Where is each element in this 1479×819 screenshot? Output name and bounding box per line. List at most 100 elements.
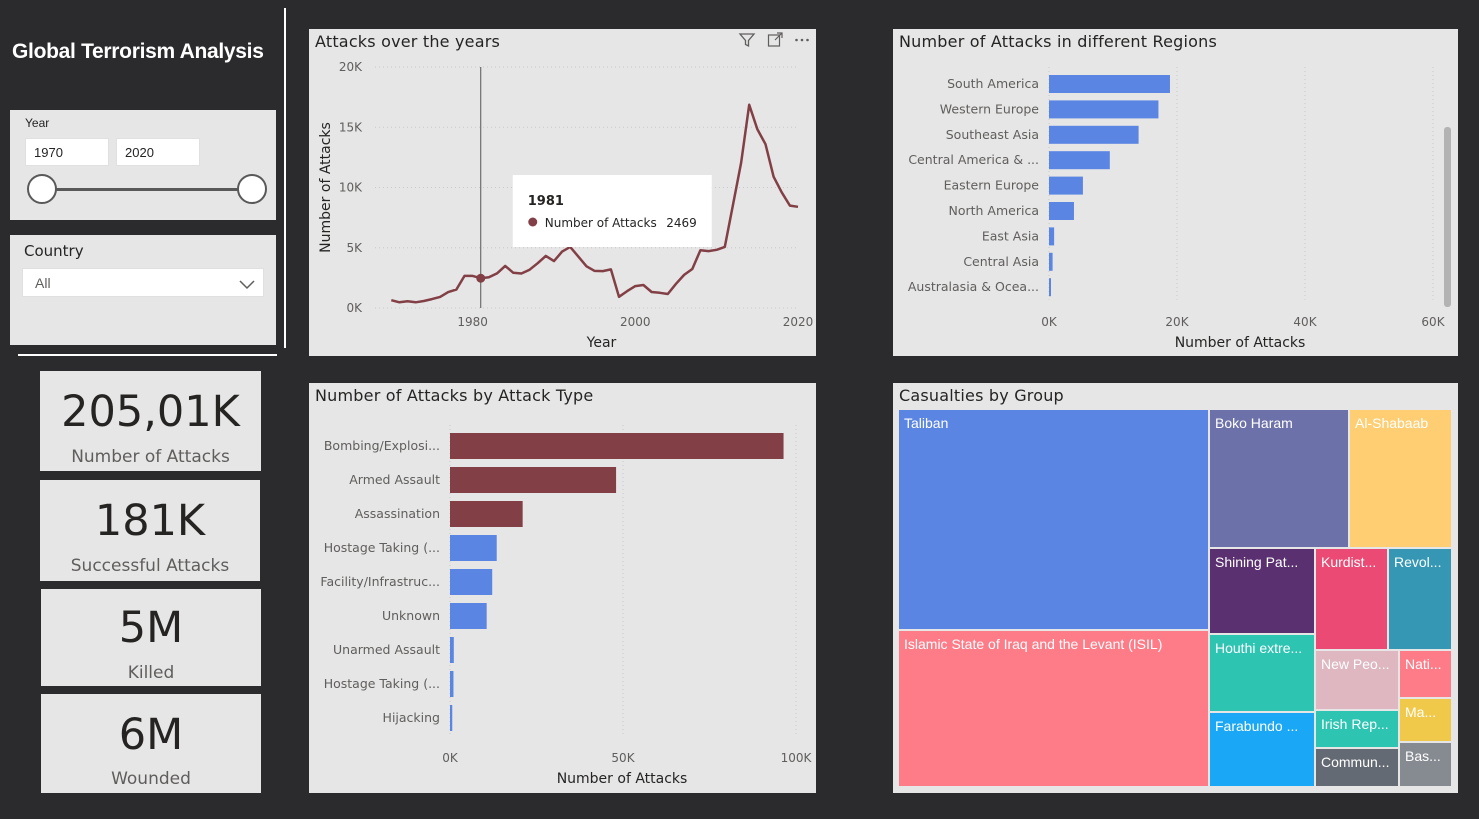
bar[interactable] xyxy=(1049,252,1053,271)
treemap-cell[interactable]: Houthi extre... xyxy=(1210,635,1316,713)
data-point[interactable] xyxy=(476,273,486,283)
treemap-cell[interactable]: Al-Shabaab xyxy=(1350,410,1453,549)
bar[interactable] xyxy=(1049,227,1055,246)
regions-bar-chart[interactable]: 0K 20K 40K 60K South America Western Europe So… xyxy=(893,29,1458,356)
vertical-scrollbar[interactable] xyxy=(1444,127,1451,307)
visual-title: Number of Attacks in different Regions xyxy=(899,32,1218,51)
category-label: Southeast Asia xyxy=(946,127,1039,142)
year-end-input[interactable]: 2020 xyxy=(116,138,200,166)
bar[interactable] xyxy=(1049,176,1083,195)
treemap-cell[interactable]: Revol... xyxy=(1389,549,1453,651)
bar[interactable] xyxy=(450,569,493,595)
vertical-divider xyxy=(284,8,286,348)
category-label: Hijacking xyxy=(383,710,440,725)
category-label: Unarmed Assault xyxy=(333,642,440,657)
card-number-of-attacks: 205,01K Number of Attacks xyxy=(40,371,261,471)
country-slicer: Country All xyxy=(10,235,276,345)
treemap-cell[interactable]: Ma... xyxy=(1400,699,1453,743)
regions-visual[interactable]: Number of Attacks in different Regions 0… xyxy=(893,29,1458,356)
tooltip-series-label: Number of Attacks xyxy=(545,216,657,230)
x-tick-label: 2020 xyxy=(783,315,814,329)
treemap-cell[interactable]: Islamic State of Iraq and the Levant (IS… xyxy=(899,631,1210,788)
series-line[interactable] xyxy=(390,103,799,304)
bar[interactable] xyxy=(450,637,454,663)
category-label: Unknown xyxy=(382,608,440,623)
bar[interactable] xyxy=(1049,75,1170,93)
casualties-visual[interactable]: Casualties by Group Taliban Islamic State… xyxy=(893,383,1458,793)
filter-icon[interactable] xyxy=(736,31,758,53)
bar[interactable] xyxy=(450,433,784,459)
treemap-cell[interactable]: Farabundo ... xyxy=(1210,713,1316,788)
x-axis-title: Number of Attacks xyxy=(1175,335,1306,351)
x-tick-label: 20K xyxy=(1165,315,1189,329)
category-label: Hostage Taking (... xyxy=(324,540,440,555)
year-slicer-label: Year xyxy=(25,116,50,130)
year-start-input[interactable]: 1970 xyxy=(25,138,109,166)
category-label: Armed Assault xyxy=(349,472,440,487)
x-axis-title: Number of Attacks xyxy=(557,771,688,787)
treemap-cell[interactable]: Commun... xyxy=(1316,749,1400,788)
category-label: Western Europe xyxy=(940,101,1040,116)
country-dropdown[interactable]: All xyxy=(22,268,264,297)
treemap-cell[interactable]: Kurdist... xyxy=(1316,549,1389,651)
y-tick-label: 5K xyxy=(346,241,363,255)
bar[interactable] xyxy=(450,535,497,561)
bar[interactable] xyxy=(1049,278,1051,297)
y-tick-label: 20K xyxy=(339,60,363,74)
card-label: Number of Attacks xyxy=(71,447,230,467)
bar[interactable] xyxy=(1049,100,1159,119)
category-label: Central Asia xyxy=(963,254,1039,269)
attack-type-visual[interactable]: Number of Attacks by Attack Type 0K 50K 10… xyxy=(309,383,816,793)
category-label: Assassination xyxy=(355,506,440,521)
bar[interactable] xyxy=(450,603,487,629)
card-value: 181K xyxy=(94,496,206,546)
category-label: Australasia & Ocea... xyxy=(908,279,1039,294)
treemap-cell[interactable]: Bas... xyxy=(1400,743,1453,788)
year-slider-end-handle[interactable] xyxy=(237,174,267,204)
year-slicer: Year 1970 2020 xyxy=(10,110,276,220)
category-label: Eastern Europe xyxy=(944,178,1040,193)
attacks-over-years-visual[interactable]: Attacks over the years 0K 5K 10K 15K 20K 1980… xyxy=(309,29,816,356)
category-label: Hostage Taking (... xyxy=(324,676,440,691)
x-tick-label: 0K xyxy=(442,751,459,765)
chevron-down-icon xyxy=(239,277,255,293)
attack-type-bar-chart[interactable]: 0K 50K 100K Bombing/Explosi... Armed Assault… xyxy=(309,383,816,793)
treemap-cell[interactable]: Taliban xyxy=(899,410,1210,631)
treemap-cell[interactable]: Irish Rep... xyxy=(1316,711,1400,749)
card-value: 205,01K xyxy=(61,387,240,437)
card-wounded: 6M Wounded xyxy=(41,694,261,793)
more-options-icon[interactable] xyxy=(791,31,813,53)
treemap-cell[interactable]: Shining Pat... xyxy=(1210,549,1316,635)
tooltip-year: 1981 xyxy=(528,194,564,209)
bar[interactable] xyxy=(1049,125,1139,144)
bar[interactable] xyxy=(450,467,617,493)
bar[interactable] xyxy=(450,501,523,527)
visual-title: Casualties by Group xyxy=(899,386,1064,405)
card-label: Wounded xyxy=(111,769,191,789)
treemap-cell[interactable]: New Peo... xyxy=(1316,651,1400,711)
bar[interactable] xyxy=(450,671,454,697)
card-value: 5M xyxy=(118,603,184,653)
category-label: Facility/Infrastruc... xyxy=(320,574,440,589)
x-axis-title: Year xyxy=(586,335,617,351)
year-slider-start-handle[interactable] xyxy=(27,174,57,204)
treemap-cell[interactable]: Nati... xyxy=(1400,651,1453,699)
bar[interactable] xyxy=(1049,151,1110,170)
card-label: Successful Attacks xyxy=(70,556,230,576)
card-successful-attacks: 181K Successful Attacks xyxy=(40,480,260,581)
category-label: East Asia xyxy=(982,228,1039,243)
treemap-cell[interactable]: Boko Haram xyxy=(1210,410,1350,549)
category-label: North America xyxy=(949,203,1040,218)
category-label: Bombing/Explosi... xyxy=(324,438,440,453)
year-slider-track[interactable] xyxy=(42,188,252,191)
bar[interactable] xyxy=(1049,202,1074,220)
treemap[interactable]: Taliban Islamic State of Iraq and the Lev… xyxy=(899,410,1453,788)
dashboard-title: Global Terrorism Analysis xyxy=(12,40,264,63)
focus-mode-icon[interactable] xyxy=(764,31,786,53)
x-tick-label: 50K xyxy=(611,751,635,765)
bar[interactable] xyxy=(450,705,453,731)
tooltip-legend-marker xyxy=(528,217,538,227)
line-chart[interactable]: 0K 5K 10K 15K 20K 1980 2000 2020 Year Number of A… xyxy=(309,29,816,356)
tooltip-value: 2469 xyxy=(666,216,697,230)
x-tick-label: 60K xyxy=(1421,315,1445,329)
